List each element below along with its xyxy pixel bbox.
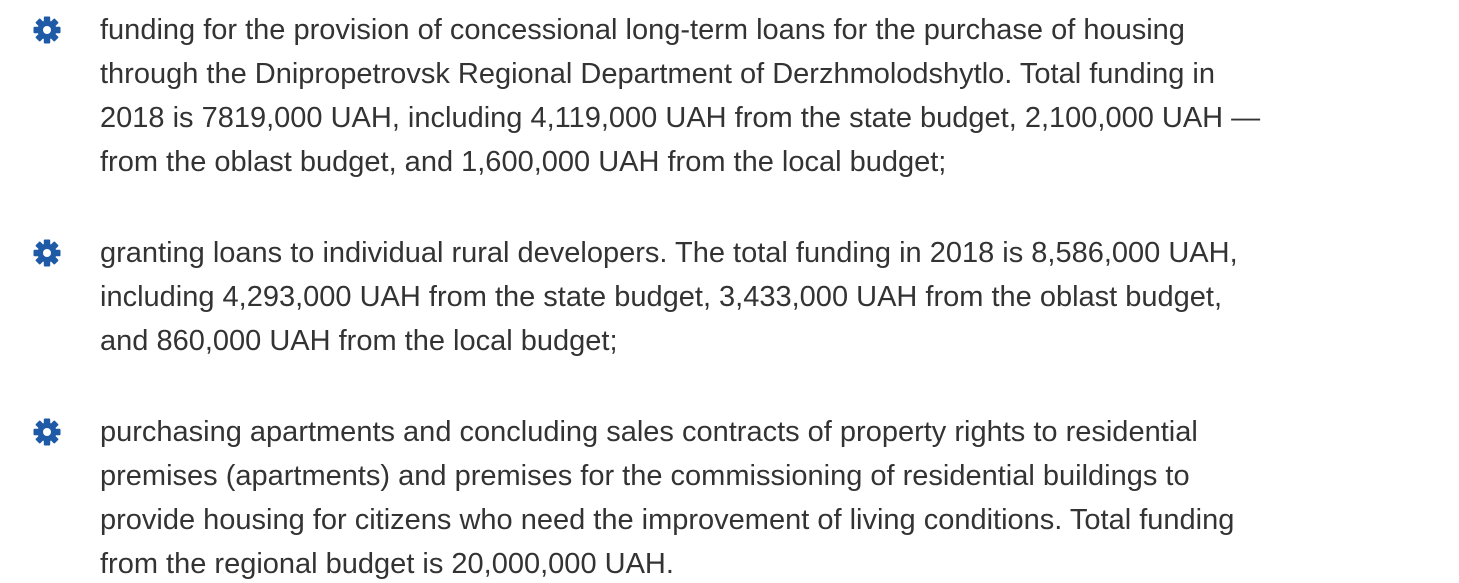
item-text-line: granting loans to individual rural devel…	[100, 237, 1238, 269]
item-text-line: from the oblast budget, and 1,600,000 UA…	[100, 146, 947, 178]
item-text-line: provide housing for citizens who need th…	[100, 504, 1235, 536]
item-text-line: through the Dnipropetrovsk Regional Depa…	[100, 58, 1215, 90]
list-item: granting loans to individual rural devel…	[0, 231, 1459, 363]
item-text-line: 2018 is 7819,000 UAH, including 4,119,00…	[100, 102, 1261, 134]
list-item: funding for the provision of concessiona…	[0, 8, 1459, 184]
item-text-line: and 860,000 UAH from the local budget;	[100, 325, 618, 357]
item-text-line: from the regional budget is 20,000,000 U…	[100, 548, 674, 580]
item-text-line: funding for the provision of concessiona…	[100, 14, 1185, 46]
bullet-icon	[33, 418, 61, 446]
list-item: purchasing apartments and concluding sal…	[0, 410, 1459, 583]
bullet-icon	[33, 16, 61, 44]
item-text-line: including 4,293,000 UAH from the state b…	[100, 281, 1223, 313]
bullet-icon	[33, 239, 61, 267]
item-text-line: premises (apartments) and premises for t…	[100, 460, 1190, 492]
item-text-line: purchasing apartments and concluding sal…	[100, 416, 1198, 448]
